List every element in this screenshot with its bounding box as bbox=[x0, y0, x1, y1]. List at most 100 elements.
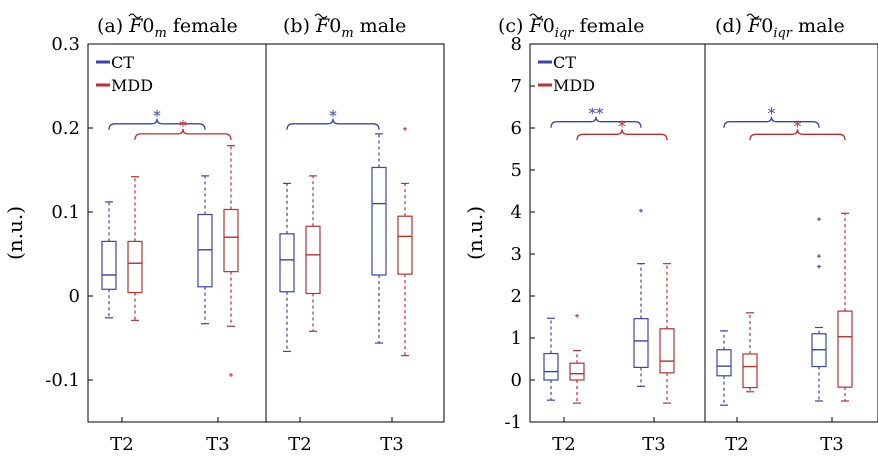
box-mdd-t3 bbox=[223, 145, 239, 377]
significance-brace bbox=[286, 118, 380, 130]
significance-ct: * bbox=[108, 107, 206, 130]
plot-frame bbox=[704, 43, 878, 423]
plot-frame bbox=[265, 43, 445, 423]
outlier-point bbox=[817, 254, 821, 259]
xtick-label: T2 bbox=[552, 434, 575, 455]
significance-mdd: * bbox=[134, 117, 232, 140]
significance-ct: ** bbox=[550, 105, 642, 128]
box-ct-t2 bbox=[543, 317, 559, 401]
ytick-label: 0 bbox=[511, 370, 522, 391]
xtick-label: T3 bbox=[206, 434, 229, 455]
significance-label: * bbox=[768, 105, 776, 123]
box-iqr bbox=[659, 328, 675, 374]
significance-brace bbox=[749, 129, 846, 141]
outlier-point bbox=[639, 208, 643, 213]
box-ct-t3 bbox=[371, 133, 387, 344]
ytick-label: 0.2 bbox=[51, 118, 80, 139]
panel-b: T2 T3 (b) F0m male * bbox=[265, 13, 445, 455]
significance-ct: * bbox=[723, 105, 820, 128]
box-mdd-t2 bbox=[127, 176, 143, 321]
xtick-label: T2 bbox=[725, 434, 748, 455]
tilde-mark bbox=[529, 13, 543, 19]
significance-label: * bbox=[153, 107, 161, 125]
significance-label: * bbox=[329, 107, 337, 125]
significance-label: * bbox=[179, 117, 187, 135]
box-mdd-t3 bbox=[837, 212, 853, 402]
ytick-label: 5 bbox=[511, 160, 522, 181]
box-mdd-t3 bbox=[659, 263, 675, 404]
box-mdd-t3 bbox=[397, 126, 413, 357]
panel-title: (a) F0m female bbox=[97, 15, 238, 41]
box-iqr bbox=[279, 233, 295, 293]
significance-label: * bbox=[794, 117, 802, 135]
legend-label-ct: CT bbox=[553, 53, 576, 72]
plot-frame bbox=[529, 43, 706, 423]
box-iqr bbox=[569, 362, 585, 381]
significance-brace bbox=[550, 116, 642, 128]
ytick-label: 2 bbox=[511, 286, 522, 307]
box-ct-t2 bbox=[716, 330, 732, 406]
ytick-label: 0 bbox=[69, 286, 80, 307]
significance-label: ** bbox=[589, 105, 605, 123]
xtick-label: T3 bbox=[642, 434, 665, 455]
box-iqr bbox=[716, 349, 732, 377]
significance-brace bbox=[134, 128, 232, 140]
box-iqr bbox=[223, 208, 239, 273]
significance-label: * bbox=[618, 117, 626, 135]
box-iqr bbox=[543, 352, 559, 381]
legend-label-mdd: MDD bbox=[553, 76, 595, 95]
significance-mdd: * bbox=[749, 117, 846, 141]
box-iqr bbox=[197, 213, 213, 288]
plot-frame bbox=[87, 43, 267, 423]
box-iqr bbox=[837, 310, 853, 388]
xtick-label: T2 bbox=[110, 434, 133, 455]
xtick-label: T3 bbox=[820, 434, 843, 455]
legend-label-ct: CT bbox=[111, 53, 134, 72]
tilde-mark bbox=[314, 13, 328, 19]
box-ct-t3 bbox=[197, 175, 213, 325]
panel-title: (c) F0iqr female bbox=[498, 15, 644, 41]
ytick-label: 7 bbox=[511, 76, 522, 97]
box-mdd-t2 bbox=[742, 312, 758, 393]
outlier-point bbox=[817, 264, 821, 269]
outlier-point bbox=[403, 126, 407, 131]
ytick-label: -1 bbox=[504, 412, 522, 433]
ytick-label: -0.1 bbox=[45, 370, 80, 391]
box-ct-t2 bbox=[279, 182, 295, 353]
panel-c: -1 0 1 2 3 4 5 6 7 8 (n.u.) T2 T3 (c) F0iqr female CT M… bbox=[463, 13, 706, 455]
tilde-mark bbox=[128, 13, 142, 19]
box-ct-t3 bbox=[811, 217, 827, 402]
outlier-point bbox=[575, 313, 579, 318]
box-ct-t3 bbox=[633, 208, 649, 387]
significance-brace bbox=[576, 129, 668, 141]
ytick-label: 3 bbox=[511, 244, 522, 265]
tilde-mark bbox=[746, 13, 760, 19]
ylabel: (n.u.) bbox=[3, 206, 27, 260]
ytick-label: 4 bbox=[511, 202, 522, 223]
ytick-label: 0.1 bbox=[51, 202, 80, 223]
box-iqr bbox=[397, 215, 413, 275]
box-iqr bbox=[742, 353, 758, 389]
box-ct-t2 bbox=[101, 201, 117, 319]
box-iqr bbox=[633, 318, 649, 368]
box-iqr bbox=[127, 240, 143, 294]
ylabel: (n.u.) bbox=[463, 206, 487, 260]
ytick-label: 8 bbox=[511, 34, 522, 55]
significance-brace bbox=[108, 118, 206, 130]
xtick-label: T3 bbox=[380, 434, 403, 455]
significance-mdd: * bbox=[576, 117, 668, 141]
panel-d: T2 T3 (d) F0iqr male * * bbox=[704, 13, 878, 455]
significance-brace bbox=[723, 116, 820, 128]
panel-a: -0.1 0 0.1 0.2 0.3 (n.u.) T2 T3 (a) F0m female CT… bbox=[3, 13, 267, 455]
outlier-point bbox=[817, 217, 821, 222]
outlier-point bbox=[229, 372, 233, 377]
box-iqr bbox=[371, 166, 387, 276]
box-iqr bbox=[101, 240, 117, 290]
box-iqr bbox=[305, 225, 321, 295]
box-mdd-t2 bbox=[569, 313, 585, 404]
panel-title: (d) F0iqr male bbox=[715, 15, 845, 41]
significance-ct: * bbox=[286, 107, 380, 130]
ytick-label: 0.3 bbox=[51, 34, 80, 55]
legend-label-mdd: MDD bbox=[111, 76, 153, 95]
